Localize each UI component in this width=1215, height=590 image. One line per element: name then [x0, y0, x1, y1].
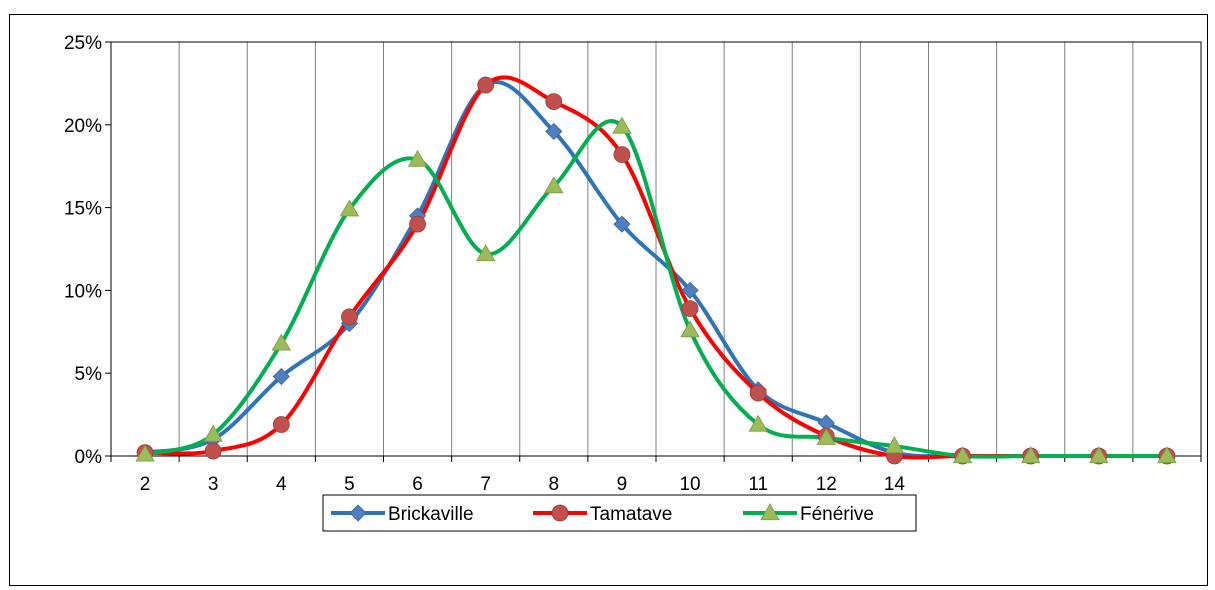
data-point-fenerive — [475, 244, 496, 262]
data-point-fenerive — [952, 446, 973, 464]
x-tick-label: 12 — [816, 474, 837, 495]
y-tick-label: 15% — [64, 199, 102, 220]
x-tick-label: 7 — [480, 474, 491, 495]
data-point-tamatave — [681, 300, 699, 318]
x-tick-label: 8 — [549, 474, 560, 495]
legend-label: Fénérive — [800, 504, 874, 525]
data-point-brickaville — [272, 367, 290, 386]
legend-marker — [760, 503, 780, 521]
data-point-fenerive — [884, 436, 905, 454]
y-tick-label: 25% — [64, 33, 102, 54]
data-point-tamatave — [477, 76, 495, 94]
series-lines — [135, 75, 1177, 465]
data-point-tamatave — [341, 308, 358, 326]
legend-marker — [349, 504, 367, 522]
series-markers-fenerive — [135, 116, 1177, 464]
x-tick-label: 9 — [617, 474, 628, 495]
x-tick-label: 11 — [748, 474, 768, 495]
y-axis: 0% 5% 10% 15% 20% 25% — [64, 33, 111, 468]
data-point-tamatave — [272, 416, 290, 433]
data-point-tamatave — [204, 442, 222, 460]
legend-item-brickaville: Brickaville — [331, 504, 474, 525]
x-tick-label: 4 — [276, 474, 287, 495]
y-tick-label: 20% — [64, 116, 102, 137]
x-tick-label: 10 — [679, 474, 700, 495]
data-point-tamatave — [749, 384, 767, 402]
legend-marker — [551, 504, 569, 522]
data-point-fenerive — [339, 199, 360, 217]
legend-label: Brickaville — [388, 504, 474, 525]
data-point-fenerive — [1020, 446, 1041, 464]
gridlines — [178, 42, 1134, 456]
x-tick-label: 3 — [208, 474, 219, 495]
legend-item-fenerive: Fénérive — [743, 503, 874, 525]
data-point-fenerive — [544, 176, 564, 194]
data-point-fenerive — [612, 116, 632, 134]
x-axis: 2 3 4 5 6 7 8 9 10 11 12 14 — [110, 456, 1202, 495]
data-point-fenerive — [816, 427, 837, 445]
y-tick-label: 10% — [64, 281, 102, 302]
data-point-fenerive — [1157, 446, 1177, 464]
data-point-fenerive — [1089, 446, 1109, 464]
data-point-fenerive — [680, 320, 700, 338]
legend-item-tamatave: Tamatave — [533, 504, 672, 525]
data-point-fenerive — [203, 424, 223, 442]
data-point-fenerive — [748, 414, 768, 432]
data-point-fenerive — [407, 149, 428, 167]
x-tick-label: 14 — [884, 474, 906, 495]
data-point-tamatave — [613, 146, 631, 164]
data-point-brickaville — [681, 281, 699, 299]
x-tick-label: 5 — [344, 474, 355, 495]
data-point-brickaville — [613, 215, 631, 233]
data-point-brickaville — [545, 122, 563, 140]
data-point-tamatave — [545, 93, 563, 111]
data-point-fenerive — [271, 333, 292, 351]
y-tick-label: 0% — [75, 447, 103, 468]
legend-label: Tamatave — [590, 504, 672, 525]
legend-box — [322, 494, 917, 532]
x-tick-label: 6 — [412, 474, 423, 495]
data-point-tamatave — [409, 215, 426, 233]
legend: Brickaville Tamatave Fénérive — [322, 494, 917, 532]
y-tick-label: 5% — [75, 364, 103, 385]
data-point-fenerive — [135, 444, 155, 462]
x-tick-label: 2 — [140, 474, 151, 495]
